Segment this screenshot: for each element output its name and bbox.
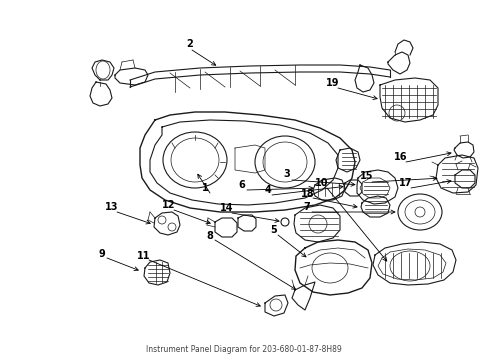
- Text: 16: 16: [393, 152, 407, 162]
- Text: 7: 7: [303, 202, 310, 212]
- Text: 19: 19: [325, 78, 339, 88]
- Text: 9: 9: [99, 249, 105, 259]
- Text: 2: 2: [186, 39, 193, 49]
- Text: 12: 12: [162, 200, 175, 210]
- Text: 17: 17: [398, 178, 412, 188]
- Text: 13: 13: [105, 202, 119, 212]
- Text: 11: 11: [137, 251, 150, 261]
- Text: 5: 5: [270, 225, 277, 235]
- Text: 15: 15: [360, 171, 373, 181]
- Text: Instrument Panel Diagram for 203-680-01-87-8H89: Instrument Panel Diagram for 203-680-01-…: [146, 346, 341, 355]
- Text: 3: 3: [283, 169, 290, 179]
- Text: 6: 6: [238, 180, 245, 190]
- Text: 18: 18: [301, 189, 314, 199]
- Text: 14: 14: [220, 203, 233, 213]
- Text: 10: 10: [315, 178, 328, 188]
- Text: 4: 4: [264, 185, 271, 195]
- Text: 1: 1: [201, 183, 208, 193]
- Text: 8: 8: [206, 231, 213, 241]
